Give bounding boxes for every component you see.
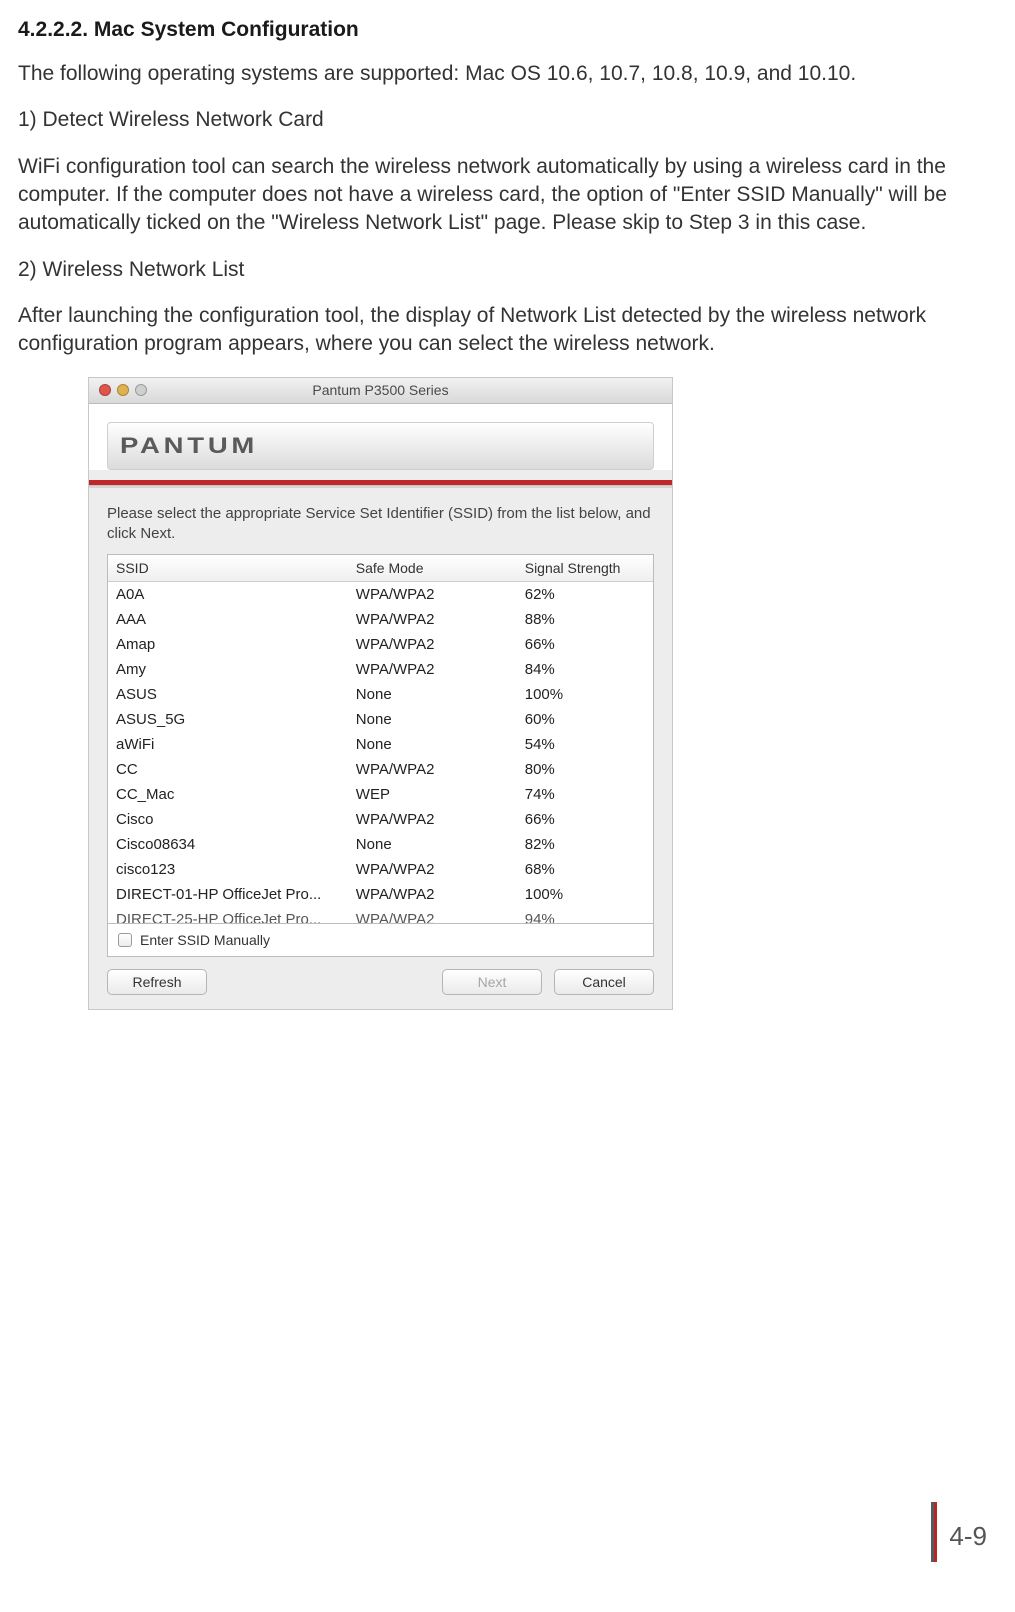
header-safemode[interactable]: Safe Mode <box>348 555 517 581</box>
mac-titlebar: Pantum P3500 Series <box>89 378 672 404</box>
cell-mode: WPA/WPA2 <box>348 632 517 657</box>
cell-signal: 54% <box>517 732 653 757</box>
cell-signal: 60% <box>517 707 653 732</box>
cell-signal: 82% <box>517 832 653 857</box>
table-row[interactable]: A0AWPA/WPA262% <box>108 582 653 607</box>
table-row[interactable]: ASUSNone100% <box>108 682 653 707</box>
cell-ssid: Amap <box>108 632 348 657</box>
cell-ssid: DIRECT-25-HP OfficeJet Pro... <box>108 907 348 923</box>
brand-logo-text: PANTUM <box>120 433 258 459</box>
table-row[interactable]: cisco123WPA/WPA268% <box>108 857 653 882</box>
table-row[interactable]: AAAWPA/WPA288% <box>108 607 653 632</box>
cell-ssid: Cisco <box>108 807 348 832</box>
cell-mode: None <box>348 682 517 707</box>
step1-body: WiFi configuration tool can search the w… <box>18 153 967 238</box>
cell-signal: 66% <box>517 632 653 657</box>
cell-ssid: Amy <box>108 657 348 682</box>
cell-mode: None <box>348 832 517 857</box>
page-number: 4-9 <box>949 1521 987 1552</box>
header-ssid[interactable]: SSID <box>108 555 348 581</box>
cell-mode: WPA/WPA2 <box>348 882 517 907</box>
cell-signal: 62% <box>517 582 653 607</box>
cell-ssid: Cisco08634 <box>108 832 348 857</box>
cell-signal: 66% <box>517 807 653 832</box>
cell-ssid: CC <box>108 757 348 782</box>
cell-ssid: ASUS <box>108 682 348 707</box>
table-row[interactable]: CCWPA/WPA280% <box>108 757 653 782</box>
dialog-screenshot: Pantum P3500 Series PANTUM Please select… <box>88 377 673 1011</box>
cell-mode: None <box>348 707 517 732</box>
page-side-bar <box>931 1502 937 1562</box>
step2-body: After launching the configuration tool, … <box>18 302 967 359</box>
cell-ssid: A0A <box>108 582 348 607</box>
window-title: Pantum P3500 Series <box>89 382 672 398</box>
table-row[interactable]: CiscoWPA/WPA266% <box>108 807 653 832</box>
cancel-button[interactable]: Cancel <box>554 969 654 995</box>
header-signal[interactable]: Signal Strength <box>517 555 653 581</box>
cell-mode: None <box>348 732 517 757</box>
cell-signal: 88% <box>517 607 653 632</box>
cell-mode: WPA/WPA2 <box>348 657 517 682</box>
intro-paragraph: The following operating systems are supp… <box>18 60 967 88</box>
brand-area: PANTUM <box>89 404 672 470</box>
cell-mode: WPA/WPA2 <box>348 582 517 607</box>
cell-mode: WPA/WPA2 <box>348 607 517 632</box>
cell-signal: 80% <box>517 757 653 782</box>
cell-mode: WPA/WPA2 <box>348 907 517 923</box>
step1-title: 1) Detect Wireless Network Card <box>18 106 967 134</box>
step2-title: 2) Wireless Network List <box>18 256 967 284</box>
table-row[interactable]: ASUS_5GNone60% <box>108 707 653 732</box>
table-row[interactable]: Cisco08634None82% <box>108 832 653 857</box>
section-heading: 4.2.2.2. Mac System Configuration <box>18 18 967 42</box>
table-header-row: SSID Safe Mode Signal Strength <box>108 555 653 582</box>
cell-signal: 100% <box>517 882 653 907</box>
cell-mode: WPA/WPA2 <box>348 807 517 832</box>
table-row[interactable]: CC_MacWEP74% <box>108 782 653 807</box>
button-row: Refresh Next Cancel <box>107 969 654 995</box>
cell-ssid: DIRECT-01-HP OfficeJet Pro... <box>108 882 348 907</box>
cell-mode: WPA/WPA2 <box>348 757 517 782</box>
cell-signal: 74% <box>517 782 653 807</box>
manual-ssid-label: Enter SSID Manually <box>140 932 270 948</box>
cell-ssid: cisco123 <box>108 857 348 882</box>
cell-ssid: ASUS_5G <box>108 707 348 732</box>
network-table: SSID Safe Mode Signal Strength A0AWPA/WP… <box>107 554 654 924</box>
cell-signal: 94% <box>517 907 653 923</box>
table-row[interactable]: AmyWPA/WPA284% <box>108 657 653 682</box>
cell-ssid: aWiFi <box>108 732 348 757</box>
cell-mode: WPA/WPA2 <box>348 857 517 882</box>
table-row-cutoff[interactable]: DIRECT-25-HP OfficeJet Pro...WPA/WPA294% <box>108 907 653 923</box>
table-row[interactable]: DIRECT-01-HP OfficeJet Pro...WPA/WPA2100… <box>108 882 653 907</box>
cell-signal: 68% <box>517 857 653 882</box>
table-row[interactable]: AmapWPA/WPA266% <box>108 632 653 657</box>
brand-box: PANTUM <box>107 422 654 470</box>
table-body: A0AWPA/WPA262%AAAWPA/WPA288%AmapWPA/WPA2… <box>108 582 653 923</box>
dialog-content: Please select the appropriate Service Se… <box>89 488 672 1010</box>
instruction-text: Please select the appropriate Service Se… <box>107 504 654 545</box>
refresh-button[interactable]: Refresh <box>107 969 207 995</box>
cell-mode: WEP <box>348 782 517 807</box>
manual-ssid-checkbox[interactable] <box>118 933 132 947</box>
table-row[interactable]: aWiFiNone54% <box>108 732 653 757</box>
cell-ssid: AAA <box>108 607 348 632</box>
cell-signal: 100% <box>517 682 653 707</box>
manual-ssid-row[interactable]: Enter SSID Manually <box>107 924 654 957</box>
cell-signal: 84% <box>517 657 653 682</box>
button-spacer <box>219 969 430 995</box>
cell-ssid: CC_Mac <box>108 782 348 807</box>
next-button[interactable]: Next <box>442 969 542 995</box>
